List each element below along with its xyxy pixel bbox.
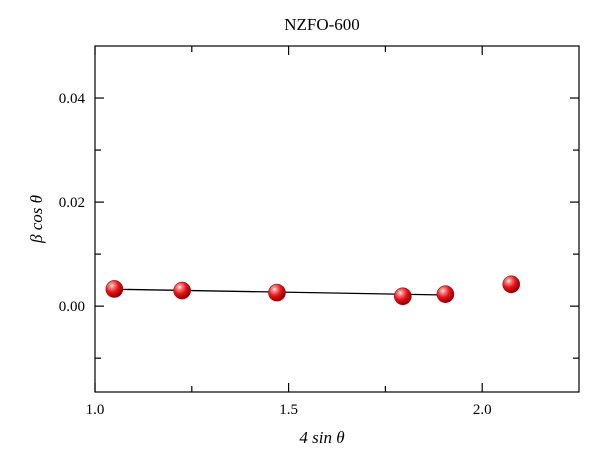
data-point [105, 280, 124, 298]
data-point [268, 283, 286, 302]
y-axis-label: β cos θ [27, 195, 46, 244]
y-tick-label: 0.02 [59, 195, 85, 211]
y-tick-label: 0.00 [59, 299, 85, 315]
data-point [173, 281, 191, 300]
x-axis-label: 4 sin θ [299, 428, 344, 447]
data-point [394, 287, 412, 306]
x-tick-label: 1.0 [86, 402, 105, 418]
data-point [502, 275, 521, 294]
x-tick-labels: 1.0 1.5 2.0 [86, 402, 492, 418]
x-tick-label: 1.5 [279, 402, 298, 418]
plot-frame [94, 45, 580, 393]
x-tick-label: 2.0 [473, 402, 492, 418]
y-tick-labels: 0.00 0.02 0.04 [59, 91, 86, 315]
chart-title: NZFO-600 [284, 15, 360, 34]
data-points [105, 275, 521, 306]
y-tick-label: 0.04 [59, 91, 86, 107]
tick-marks [94, 46, 579, 392]
data-point [436, 285, 455, 303]
